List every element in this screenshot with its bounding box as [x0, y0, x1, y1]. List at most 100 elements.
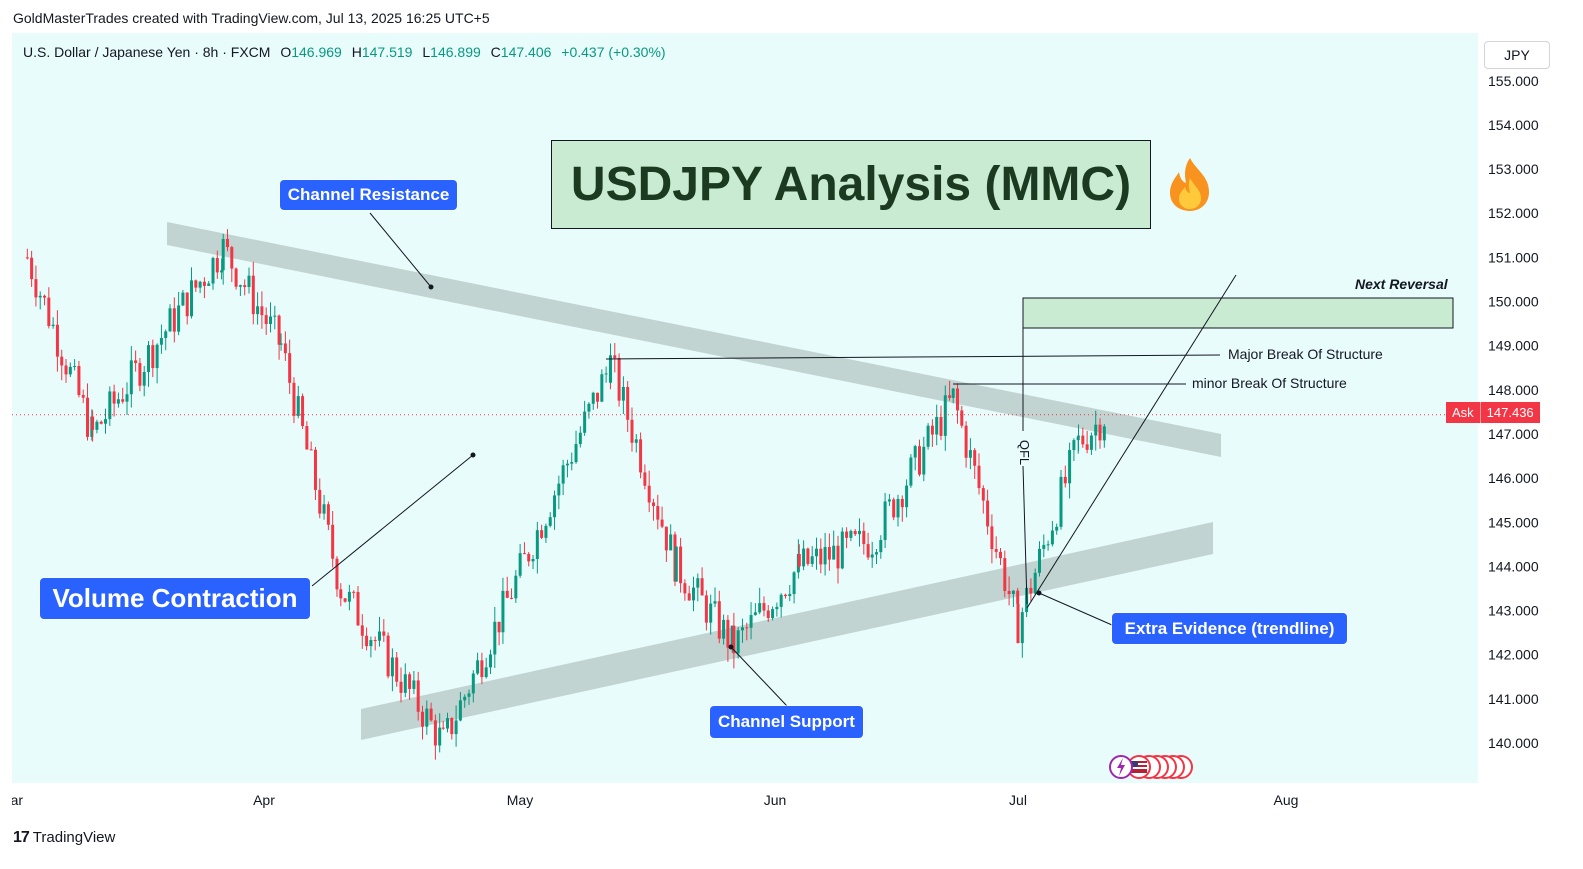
candle-up — [943, 395, 947, 436]
candle-down — [365, 635, 369, 647]
candle-down — [845, 531, 849, 538]
candle-up — [190, 280, 194, 317]
candle-down — [836, 545, 840, 569]
candle-up — [116, 399, 120, 404]
candle-up — [129, 360, 133, 395]
candle-down — [664, 526, 668, 551]
candle-down — [853, 530, 857, 535]
high-key: H — [351, 44, 362, 60]
ask-value: 147.436 — [1479, 402, 1540, 423]
candle-up — [788, 594, 792, 597]
candle-up — [95, 421, 99, 430]
candle-up — [771, 609, 775, 619]
candle-up — [730, 625, 734, 648]
candle-up — [758, 603, 762, 613]
candle-down — [986, 500, 990, 527]
symbol-label[interactable]: U.S. Dollar / Japanese Yen · 8h · FXCM — [23, 44, 271, 60]
candle-down — [480, 660, 484, 678]
open-value: 146.969 — [291, 44, 342, 60]
candle-down — [25, 257, 29, 259]
candle-down — [352, 591, 356, 593]
candle-up — [164, 331, 168, 338]
candle-down — [505, 590, 509, 598]
candle-up — [604, 373, 608, 375]
candle-up — [238, 285, 242, 287]
price-axis: 155.000 154.000 153.000 152.000 151.000 150.0… — [1488, 73, 1539, 751]
candle-up — [159, 337, 163, 345]
analysis-title: USDJPY Analysis (MMC) — [551, 140, 1151, 229]
candle-up — [883, 501, 887, 541]
candle-down — [1085, 444, 1089, 450]
candle-down — [527, 553, 531, 562]
candle-up — [875, 552, 878, 555]
candle-up — [104, 419, 108, 424]
tradingview-logo[interactable]: 17 TradingView — [13, 829, 115, 847]
candle-down — [827, 547, 831, 560]
candle-down — [617, 358, 621, 401]
candle-down — [121, 399, 125, 402]
candle-up — [296, 396, 300, 416]
candle-up — [574, 444, 578, 463]
candle-up — [273, 315, 277, 317]
candle-up — [51, 324, 55, 327]
candle-up — [849, 530, 853, 538]
candle-down — [243, 285, 247, 288]
price-tick-label: 148.000 — [1488, 382, 1539, 398]
candle-down — [1029, 587, 1033, 594]
resistance-pointer — [369, 212, 432, 288]
candle-down — [202, 281, 206, 286]
candle-down — [990, 526, 994, 550]
candle-up — [1046, 544, 1050, 546]
candle-up — [1068, 450, 1072, 484]
candle-down — [313, 449, 317, 490]
price-tick-label: 146.000 — [1488, 470, 1539, 486]
candle-down — [960, 410, 964, 426]
candle-up — [1102, 426, 1106, 441]
time-tick-label: Mar — [12, 792, 23, 808]
candle-down — [99, 421, 103, 424]
candle-down — [679, 546, 683, 584]
candle-down — [138, 363, 142, 386]
candle-down — [34, 279, 38, 298]
price-tick-label: 155.000 — [1488, 73, 1539, 89]
candle-down — [660, 519, 664, 527]
candle-up — [578, 432, 582, 445]
price-tick-label: 152.000 — [1488, 205, 1539, 221]
minor-bos-label: minor Break Of Structure — [1192, 375, 1347, 391]
tv-logo-icon: 17 — [13, 829, 30, 846]
candle-up — [1059, 476, 1063, 527]
candle-up — [823, 547, 827, 565]
candle-down — [639, 439, 643, 473]
candle-up — [840, 531, 844, 569]
candle-up — [501, 590, 505, 633]
candle-up — [322, 504, 326, 514]
candle-down — [900, 498, 904, 508]
candle-up — [403, 674, 407, 693]
currency-button[interactable]: JPY — [1484, 41, 1550, 69]
ask-price-tag: Ask 147.436 — [1446, 402, 1540, 423]
major-bos-label: Major Break Of Structure — [1228, 346, 1383, 362]
low-key: L — [422, 44, 431, 60]
candle-down — [264, 315, 268, 325]
candle-down — [251, 275, 255, 315]
candle-down — [292, 382, 296, 416]
candle-down — [433, 720, 437, 746]
candle-down — [497, 621, 501, 633]
candle-up — [531, 558, 535, 562]
candle-down — [930, 425, 934, 435]
resistance-pointer-dot — [428, 284, 434, 290]
candle-up — [1077, 435, 1081, 437]
candle-up — [544, 525, 548, 538]
event-flags-icon[interactable] — [1107, 753, 1193, 781]
qfl-line-lower — [1022, 465, 1028, 605]
candle-up — [390, 657, 394, 677]
extra-evidence-label: Extra Evidence (trendline) — [1112, 613, 1347, 644]
candle-down — [151, 345, 155, 369]
candle-up — [369, 640, 373, 647]
candle-up — [621, 386, 625, 401]
candle-up — [832, 545, 836, 560]
candle-up — [1094, 424, 1098, 436]
price-tick-label: 141.000 — [1488, 691, 1539, 707]
candle-down — [626, 386, 630, 420]
candle-up — [561, 465, 565, 484]
